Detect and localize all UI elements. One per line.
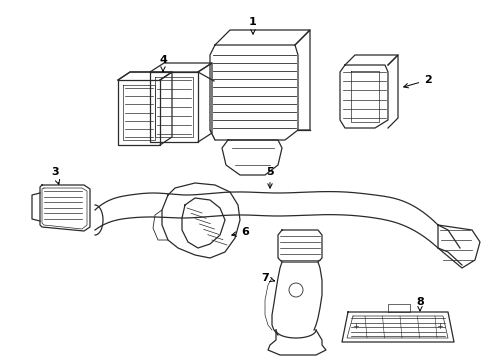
Text: 2: 2 <box>403 75 431 88</box>
Text: 8: 8 <box>415 297 423 311</box>
Text: 3: 3 <box>51 167 60 184</box>
Text: 7: 7 <box>261 273 274 283</box>
Text: 1: 1 <box>248 17 256 34</box>
Text: 6: 6 <box>231 227 248 237</box>
Text: 4: 4 <box>159 55 166 71</box>
Text: 5: 5 <box>265 167 273 188</box>
